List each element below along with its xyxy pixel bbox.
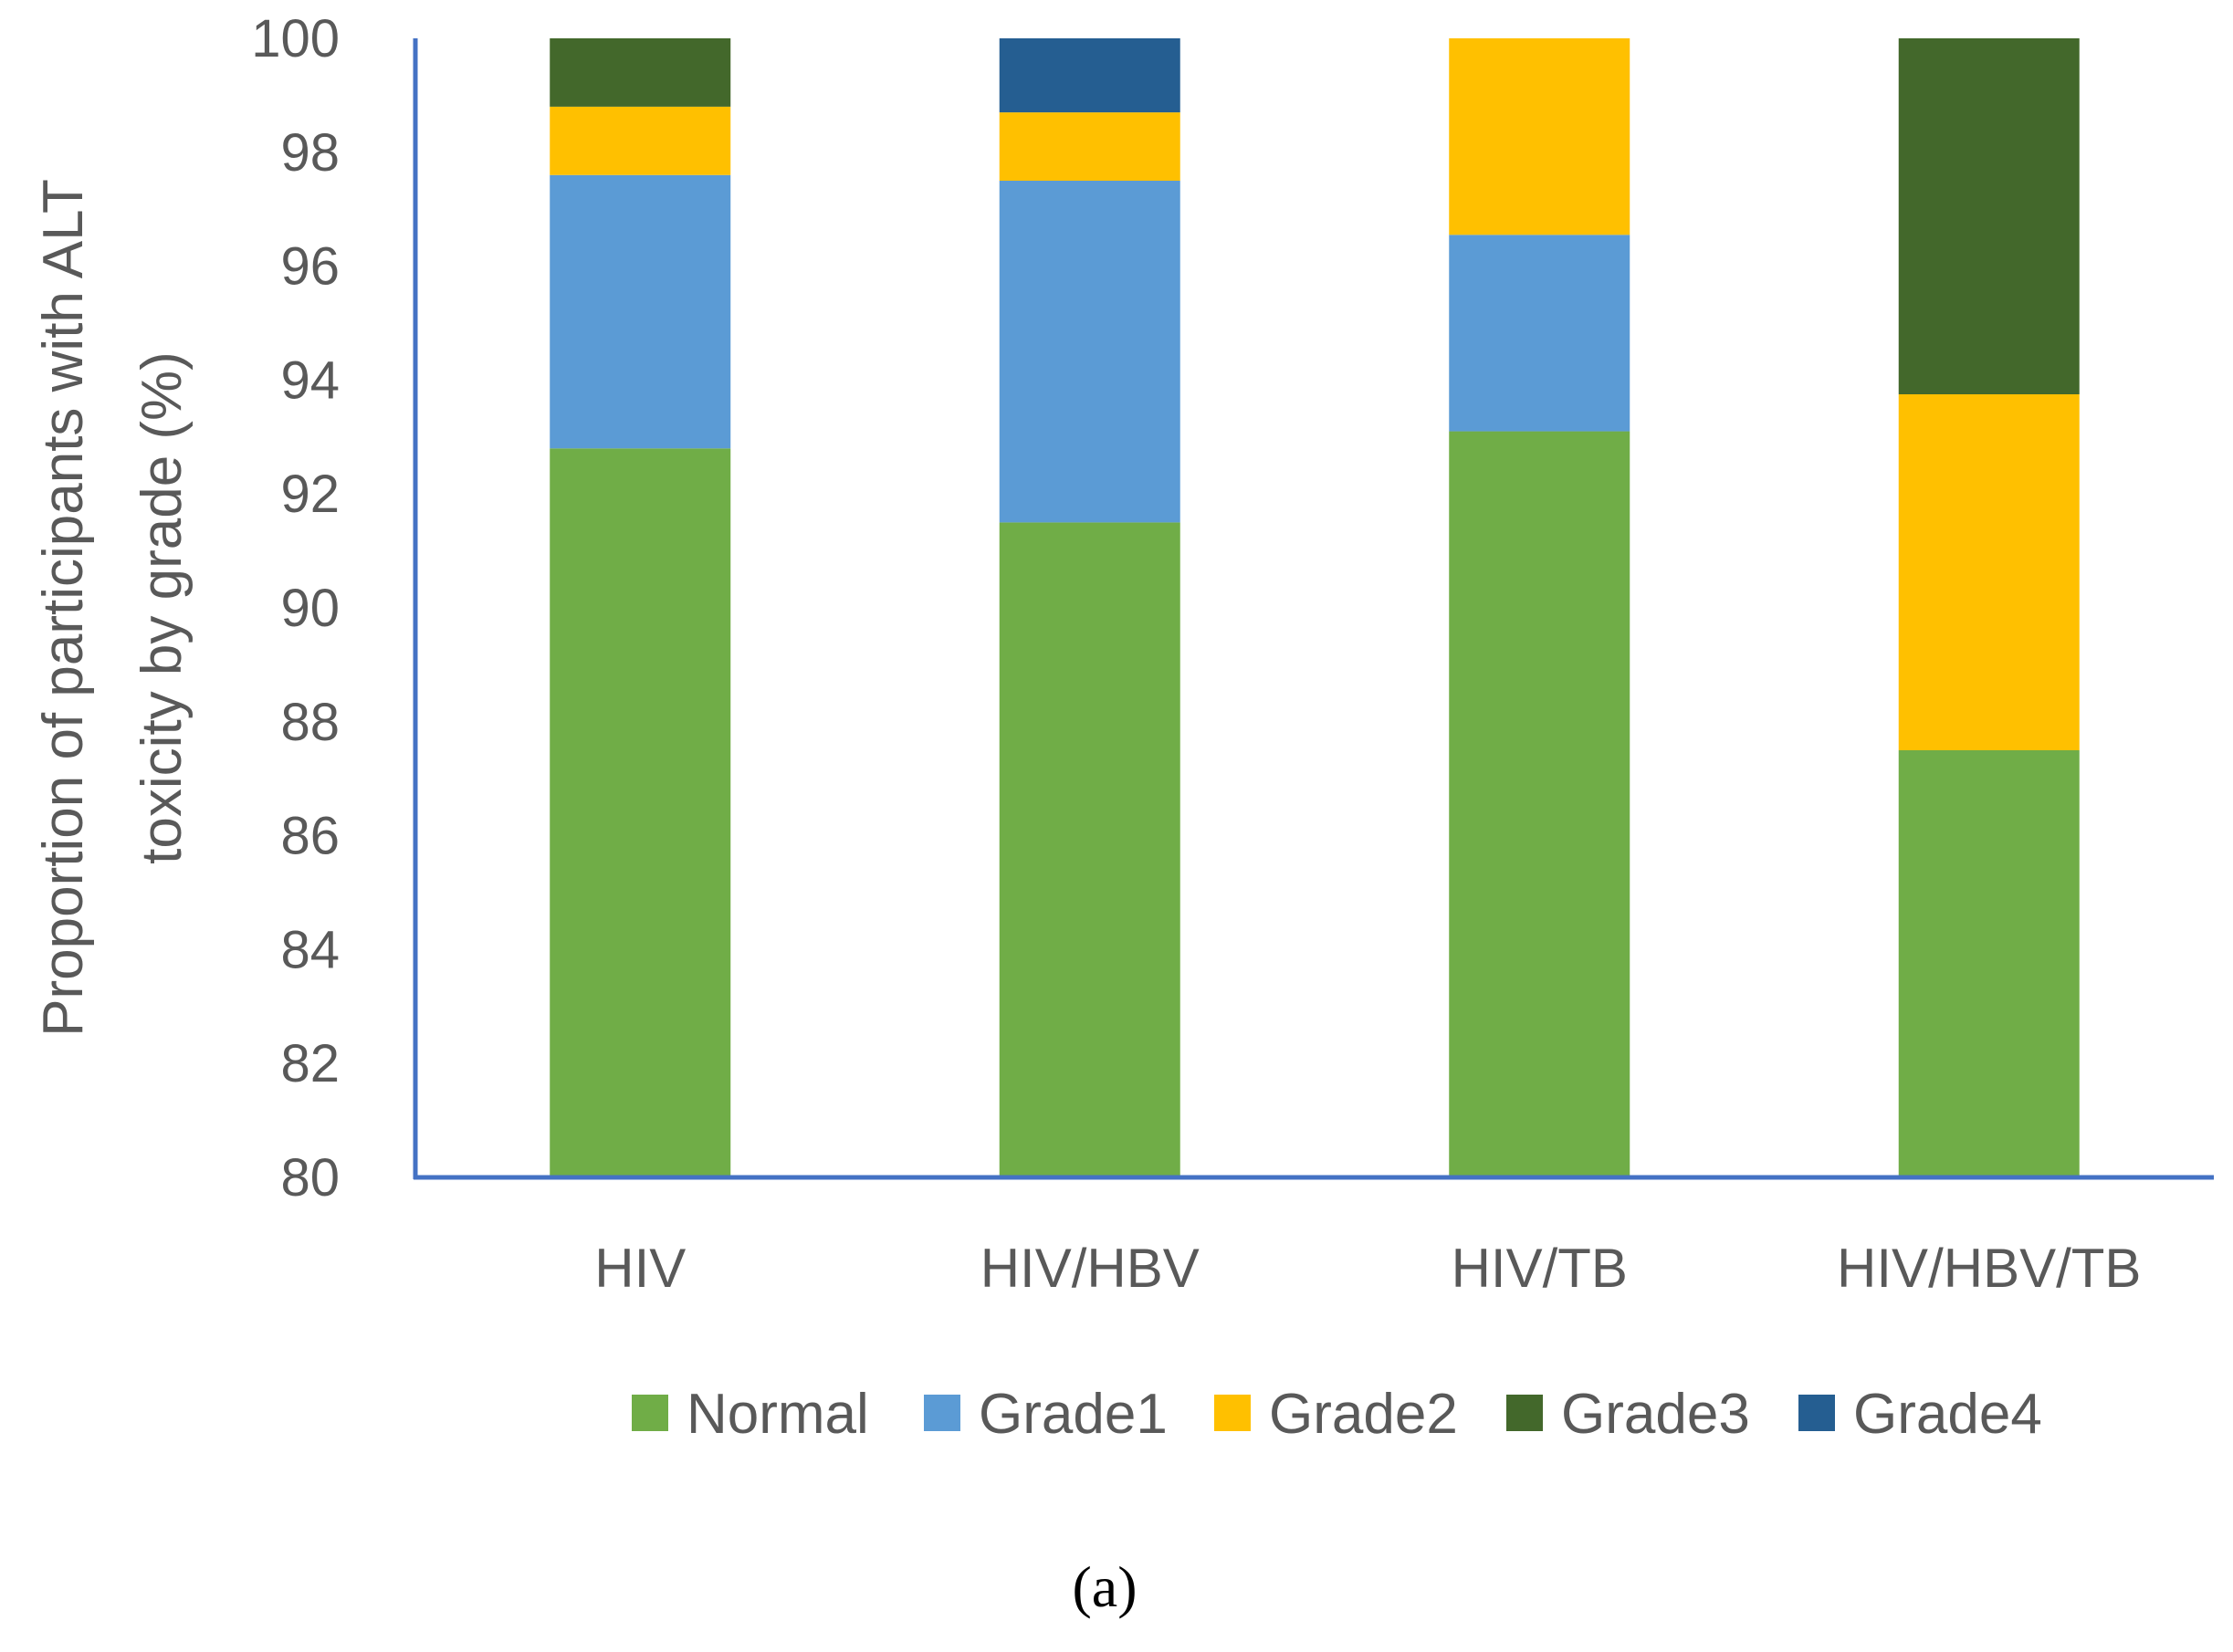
y-tick-label: 98 xyxy=(280,123,340,183)
y-axis-label-line: toxicity by grade (%) xyxy=(131,351,194,864)
bar-segment-grade1-hiv-tb xyxy=(1449,235,1630,432)
bar-segment-normal-hiv-hbv-tb xyxy=(1898,750,2080,1177)
y-tick-label: 96 xyxy=(280,237,340,297)
bar-segment-grade4-hiv-hbv xyxy=(999,38,1180,113)
y-tick-labels: 80 82 84 86 88 90 92 94 96 98 100 xyxy=(251,9,340,1208)
x-tick-labels: HIV HIV/HBV HIV/TB HIV/HBV/TB xyxy=(594,1238,2141,1299)
y-tick-label: 82 xyxy=(280,1034,340,1093)
y-tick-label: 94 xyxy=(280,350,340,410)
y-tick-label: 84 xyxy=(280,920,340,979)
legend-swatch-normal xyxy=(632,1395,668,1431)
legend-label-grade2: Grade2 xyxy=(1269,1383,1458,1446)
y-axis-label-line: Proportion of participants with ALT xyxy=(32,179,95,1037)
x-tick-label: HIV/TB xyxy=(1452,1238,1628,1299)
y-tick-label: 80 xyxy=(280,1148,340,1208)
y-tick-label: 90 xyxy=(280,579,340,638)
legend-label-grade1: Grade1 xyxy=(979,1383,1168,1446)
bar-segment-grade2-hiv xyxy=(550,106,731,175)
legend-swatch-grade1 xyxy=(924,1395,960,1431)
y-tick-label: 88 xyxy=(280,693,340,752)
x-tick-label: HIV xyxy=(594,1238,686,1299)
bar-segment-normal-hiv-tb xyxy=(1449,431,1630,1177)
legend-swatch-grade4 xyxy=(1798,1395,1835,1431)
bar-segment-grade1-hiv-hbv xyxy=(999,181,1180,523)
panel-label: (a) xyxy=(1072,1554,1137,1619)
x-tick-label: HIV/HBV xyxy=(980,1238,1200,1299)
bar-segment-grade2-hiv-hbv xyxy=(999,112,1180,181)
bar-segment-grade2-hiv-tb xyxy=(1449,38,1630,235)
bar-segment-normal-hiv-hbv xyxy=(999,522,1180,1177)
y-tick-label: 92 xyxy=(280,465,340,524)
legend-label-grade4: Grade4 xyxy=(1853,1383,2042,1446)
legend-label-normal: Normal xyxy=(687,1383,869,1446)
bar-segment-grade2-hiv-hbv-tb xyxy=(1898,394,2080,750)
axes-group xyxy=(413,38,2214,1180)
legend-swatch-grade3 xyxy=(1506,1395,1543,1431)
x-tick-label: HIV/HBV/TB xyxy=(1837,1238,2141,1299)
y-tick-label: 100 xyxy=(251,9,340,68)
bars-group xyxy=(550,38,2080,1177)
bar-segment-grade3-hiv xyxy=(550,38,731,107)
legend-swatch-grade2 xyxy=(1214,1395,1251,1431)
bar-segment-normal-hiv xyxy=(550,448,731,1177)
y-axis-label: Proportion of participants with ALT toxic… xyxy=(32,179,194,1037)
bar-segment-grade1-hiv xyxy=(550,174,731,449)
legend-label-grade3: Grade3 xyxy=(1561,1383,1750,1446)
y-tick-label: 86 xyxy=(280,807,340,866)
legend: Normal Grade1 Grade2 Grade3 Grade4 xyxy=(632,1383,2042,1446)
bar-segment-grade3-hiv-hbv-tb xyxy=(1898,38,2080,394)
